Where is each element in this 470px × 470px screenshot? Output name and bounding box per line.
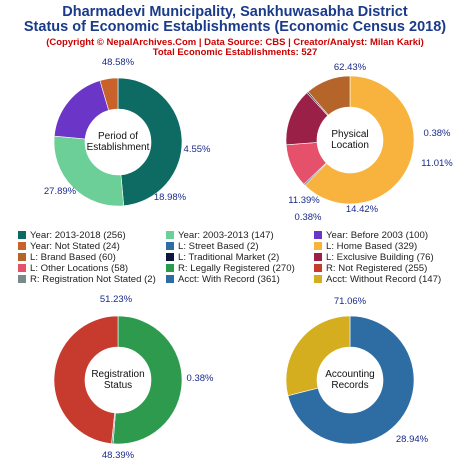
legend-item: L: Exclusive Building (76) xyxy=(314,252,434,263)
legend-swatch xyxy=(18,253,26,261)
legend-item: L: Brand Based (60) xyxy=(18,252,116,263)
percent-label: 0.38% xyxy=(424,128,451,139)
legend-swatch xyxy=(314,264,322,272)
legend-label: L: Other Locations (58) xyxy=(30,263,129,274)
legend-label: Year: 2013-2018 (256) xyxy=(30,230,126,241)
legend-label: Year: 2003-2013 (147) xyxy=(178,230,274,241)
legend-item: L: Street Based (2) xyxy=(166,241,259,252)
legend-item: Acct: With Record (361) xyxy=(166,274,280,285)
percent-label: 48.58% xyxy=(102,57,135,68)
legend-swatch xyxy=(18,275,26,283)
legend-label: L: Street Based (2) xyxy=(178,241,259,252)
legend-swatch xyxy=(18,264,26,272)
legend-label: Year: Before 2003 (100) xyxy=(326,230,429,241)
donut-hole xyxy=(317,107,383,173)
percent-label: 0.38% xyxy=(187,373,214,384)
center-label: Registration xyxy=(91,369,144,380)
legend-swatch xyxy=(166,264,174,272)
center-label: Accounting xyxy=(325,369,374,380)
legend-label: R: Registration Not Stated (2) xyxy=(30,274,156,285)
legend-item: L: Home Based (329) xyxy=(314,241,417,252)
center-label: Records xyxy=(331,380,368,391)
center-label: Status xyxy=(104,380,132,391)
percent-label: 0.38% xyxy=(295,212,322,223)
center-label: Establishment xyxy=(87,142,150,153)
legend-item: R: Legally Registered (270) xyxy=(166,263,295,274)
percent-label: 11.39% xyxy=(288,195,320,206)
legend-label: R: Legally Registered (270) xyxy=(178,263,295,274)
percent-label: 4.55% xyxy=(184,144,211,155)
legend-swatch xyxy=(18,242,26,250)
legend-item: Year: Not Stated (24) xyxy=(18,241,120,252)
legend-swatch xyxy=(166,253,174,261)
legend-swatch xyxy=(166,242,174,250)
legend-item: Year: 2013-2018 (256) xyxy=(18,230,126,241)
percent-label: 71.06% xyxy=(334,296,367,307)
center-label: Period of xyxy=(98,131,138,142)
percent-label: 14.42% xyxy=(346,204,379,215)
percent-label: 28.94% xyxy=(396,434,429,445)
legend-swatch xyxy=(166,231,174,239)
legend-label: L: Exclusive Building (76) xyxy=(326,252,434,263)
legend-label: Acct: Without Record (147) xyxy=(326,274,442,285)
donut-hole xyxy=(85,347,151,413)
percent-label: 18.98% xyxy=(154,192,187,203)
percent-label: 51.23% xyxy=(100,294,133,305)
legend-item: L: Other Locations (58) xyxy=(18,263,128,274)
total-line: Total Economic Establishments: 527 xyxy=(152,47,318,58)
percent-label: 27.89% xyxy=(44,186,77,197)
legend-item: Acct: Without Record (147) xyxy=(314,274,441,285)
chart-title-line1: Dharmadevi Municipality, Sankhuwasabha D… xyxy=(62,4,408,20)
legend-item: Year: 2003-2013 (147) xyxy=(166,230,274,241)
legend-swatch xyxy=(166,275,174,283)
donut-hole xyxy=(85,109,151,175)
legend-label: R: Not Registered (255) xyxy=(326,263,428,274)
legend-swatch xyxy=(314,253,322,261)
legend-item: Year: Before 2003 (100) xyxy=(314,230,428,241)
percent-label: 11.01% xyxy=(421,158,453,169)
legend-swatch xyxy=(314,242,322,250)
legend-label: L: Home Based (329) xyxy=(326,241,418,252)
legend-item: L: Traditional Market (2) xyxy=(166,252,279,263)
percent-label: 62.43% xyxy=(334,62,367,73)
chart-title-line2: Status of Economic Establishments (Econo… xyxy=(23,19,447,35)
percent-label: 48.39% xyxy=(102,450,135,461)
copyright-line: (Copyright © NepalArchives.Com | Data So… xyxy=(46,37,424,48)
legend-swatch xyxy=(314,231,322,239)
legend-swatch xyxy=(314,275,322,283)
legend-item: R: Not Registered (255) xyxy=(314,263,427,274)
donut-hole xyxy=(317,347,383,413)
legend-label: Acct: With Record (361) xyxy=(178,274,280,285)
legend-label: L: Brand Based (60) xyxy=(30,252,116,263)
legend-swatch xyxy=(18,231,26,239)
center-label: Location xyxy=(331,140,369,151)
center-label: Physical xyxy=(331,129,368,140)
legend-item: R: Registration Not Stated (2) xyxy=(18,274,156,285)
legend-label: L: Traditional Market (2) xyxy=(178,252,280,263)
legend-label: Year: Not Stated (24) xyxy=(30,241,120,252)
